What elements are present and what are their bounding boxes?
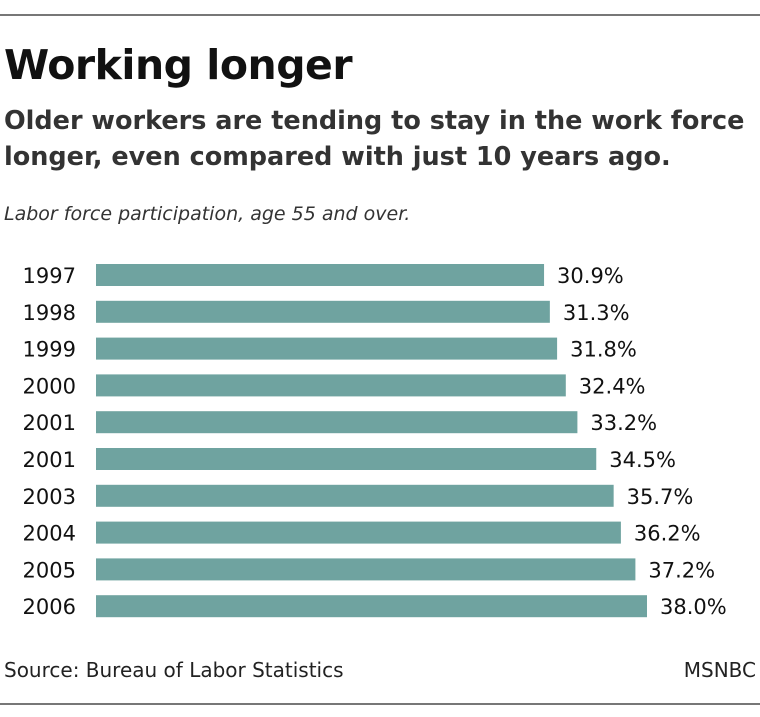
category-label: 2005 [23,558,76,582]
category-label: 2001 [23,411,76,435]
bar-2001-b [96,448,597,470]
subtitle-line-1: Older workers are tending to stay in the… [4,106,745,136]
category-label: 1998 [23,301,76,325]
category-label: 1999 [23,338,76,362]
bottom-rule [0,703,760,705]
chart-caption: Labor force participation, age 55 and ov… [4,203,411,225]
category-label: 1997 [23,264,76,288]
category-label: 2004 [23,522,76,546]
value-label: 31.3% [563,301,630,325]
bar-2004 [96,521,621,544]
bar-2003 [96,484,614,507]
bar-chart: 1997 30.9% 1998 31.3% 1999 31.8% 2000 32.4% 2001… [23,264,727,619]
value-label: 32.4% [579,374,646,398]
credit-label: MSNBC [683,658,756,682]
value-label: 34.5% [609,448,676,472]
chart-title: Working longer [4,41,353,89]
bar-2001 [96,411,578,434]
bar-1999 [96,337,558,360]
bar-2000 [96,374,566,397]
category-label: 2003 [23,485,76,509]
bar-1998 [96,300,550,323]
value-label: 36.2% [634,522,701,546]
bar-2006 [96,595,647,618]
subtitle-line-2: longer, even compared with just 10 years… [4,142,671,172]
value-label: 38.0% [660,595,727,619]
value-label: 33.2% [590,411,657,435]
value-label: 31.8% [570,338,637,362]
category-label: 2001 [23,448,76,472]
category-label: 2000 [23,374,76,398]
bar-2005 [96,558,636,581]
source-note: Source: Bureau of Labor Statistics [4,658,344,682]
value-label: 37.2% [648,558,715,582]
category-label: 2006 [23,595,76,619]
value-label: 35.7% [627,485,694,509]
top-rule [0,14,760,16]
chart-subtitle: Older workers are tending to stay in the… [4,103,758,175]
bar-1997 [96,264,545,286]
value-label: 30.9% [557,264,624,288]
